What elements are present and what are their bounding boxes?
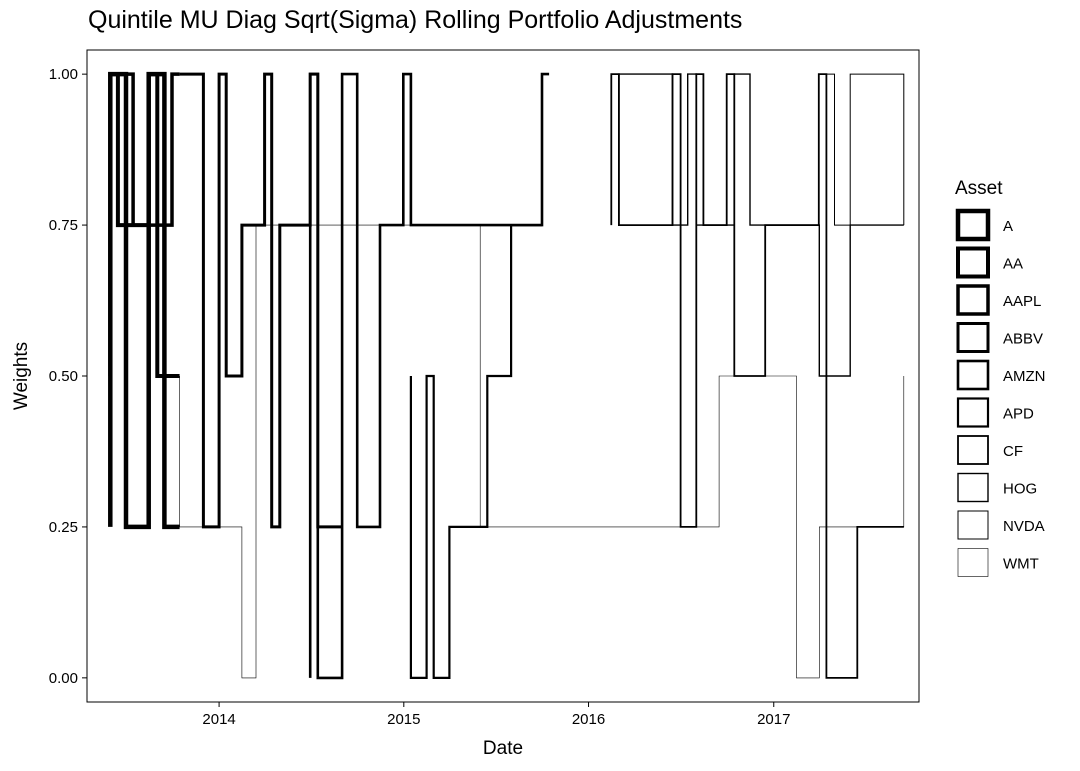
legend-label-hog: HOG [1003,481,1037,498]
legend-label-a: A [1003,218,1013,235]
legend-label-wmt: WMT [1003,556,1039,573]
chart-title: Quintile MU Diag Sqrt(Sigma) Rolling Por… [88,6,743,34]
legend-label-abbv: ABBV [1003,331,1043,348]
series-line-nvda [826,73,905,226]
y-tick-label: 0.75 [49,217,78,234]
legend-key-a [955,208,991,242]
legend-key-nvda [957,510,989,540]
series-line-apd [409,224,542,679]
x-tick-label: 2016 [572,711,605,728]
legend-title: Asset [955,178,1003,199]
y-tick-label: 0.00 [49,670,78,687]
series-line-aapl [108,72,180,227]
legend-label-aapl: AAPL [1003,293,1041,310]
legend-key-aa [956,246,990,279]
legend-label-amzn: AMZN [1003,368,1046,385]
x-axis-title: Date [483,738,523,759]
y-axis-title: Weights [11,342,32,410]
series-line-wmt [179,224,905,679]
legend-key-wmt [957,548,989,577]
x-tick-label: 2015 [387,711,420,728]
legend-key-aapl [956,284,990,316]
series-line-a [108,71,180,530]
legend-key-abbv [956,322,990,353]
y-tick-label: 0.50 [49,368,78,385]
legend-key-amzn [956,359,990,391]
legend-label-cf: CF [1003,443,1023,460]
legend-label-nvda: NVDA [1003,518,1045,535]
legend-key-apd [956,397,990,428]
y-tick-label: 1.00 [49,66,78,83]
legend-label-apd: APD [1003,406,1034,423]
series-lines [108,71,905,680]
y-axis: 0.00 0.25 0.50 0.75 1.00 [49,66,87,687]
x-axis: 2014 2015 2016 2017 [202,702,790,728]
legend-key-hog [957,472,989,503]
legend-key-cf [957,435,989,465]
x-tick-label: 2017 [757,711,790,728]
series-line-hog [618,73,904,377]
y-tick-label: 0.25 [49,519,78,536]
legend-label-aa: AA [1003,256,1023,273]
x-tick-label: 2014 [202,711,235,728]
